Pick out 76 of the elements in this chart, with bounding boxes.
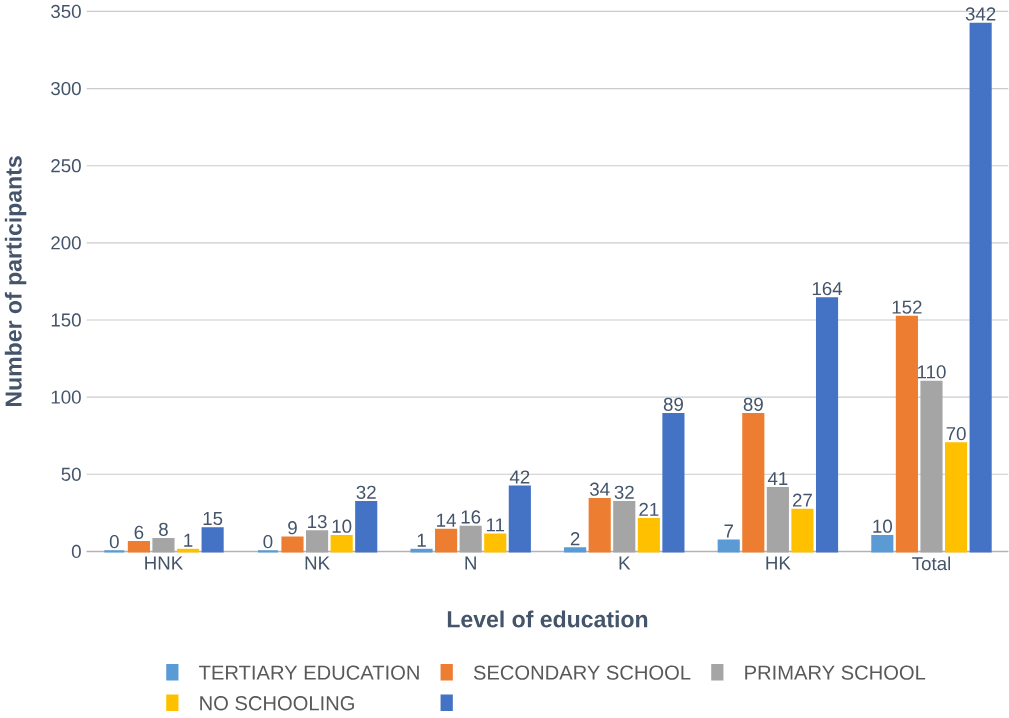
legend-label: NO SCHOOLING [200,696,354,711]
data-label: 6 [134,525,144,539]
legend-label: TERTIARY EDUCATION [199,665,419,680]
data-label: 32 [356,485,376,499]
bar [330,534,353,553]
x-tick-label: Total [912,556,951,571]
y-axis-title: Number of participants [4,156,27,406]
data-label: 15 [203,512,223,526]
data-label: 42 [509,470,530,484]
y-tick-label: 50 [61,467,81,481]
bar [815,297,839,553]
data-label: 89 [743,397,763,411]
data-label: 0 [263,534,273,549]
bar [127,541,150,553]
x-tick-label: HNK [145,556,184,570]
data-label: 164 [812,281,843,296]
y-tick-label: 300 [51,81,81,96]
bar [945,442,968,553]
x-tick-label: HK [766,556,791,570]
data-label: 11 [486,518,505,532]
bar [742,412,765,553]
y-tick-label: 0 [71,544,81,559]
data-label: 9 [288,521,297,535]
bar [588,497,611,553]
legend-label: PRIMARY SCHOOL [745,665,926,680]
data-label: 7 [724,524,733,538]
data-label: 16 [461,510,481,524]
data-label: 32 [614,485,634,499]
bar [766,487,789,553]
data-label: 8 [159,522,168,536]
y-tick-label: 200 [51,236,81,250]
y-tick-label: 150 [51,313,81,327]
data-label: 70 [946,426,966,441]
bar [508,485,531,553]
legend-label: SECONDARY SCHOOL [473,665,691,680]
data-label: 10 [332,519,352,533]
data-label: 0 [109,534,119,549]
data-label: 27 [792,493,812,507]
bar [484,533,507,553]
y-tick-label: 100 [51,390,81,404]
bar [306,530,329,553]
data-label: 14 [437,513,456,527]
data-label: 152 [892,300,922,314]
bar [459,525,482,553]
x-axis-title: Level of education [447,610,648,628]
bar [895,315,918,553]
bar [662,412,685,553]
bar [355,500,378,553]
bar [201,527,224,553]
bar [637,517,660,553]
data-label: 34 [590,482,610,496]
bar [613,500,636,553]
data-label: 1 [184,533,193,547]
x-tick-label: K [619,556,631,570]
data-label: 89 [663,397,683,411]
bar [435,528,458,553]
bar [717,539,740,553]
data-label: 342 [965,7,996,21]
bar [871,534,894,553]
data-label: 2 [570,532,580,546]
x-tick-label: N [465,556,476,570]
bar [920,380,943,553]
data-label: 13 [308,514,327,529]
data-label: 10 [873,519,893,533]
y-tick-label: 250 [51,159,81,173]
data-label: 110 [917,365,946,379]
bar [791,508,814,553]
data-label: 41 [767,472,788,485]
x-tick-label: NK [305,556,330,570]
bar [152,537,175,553]
data-label: 21 [639,502,659,516]
bar [281,536,304,553]
y-tick-label: 350 [51,4,81,18]
data-label: 1 [417,533,426,547]
bar [969,22,992,553]
bar [564,547,587,553]
